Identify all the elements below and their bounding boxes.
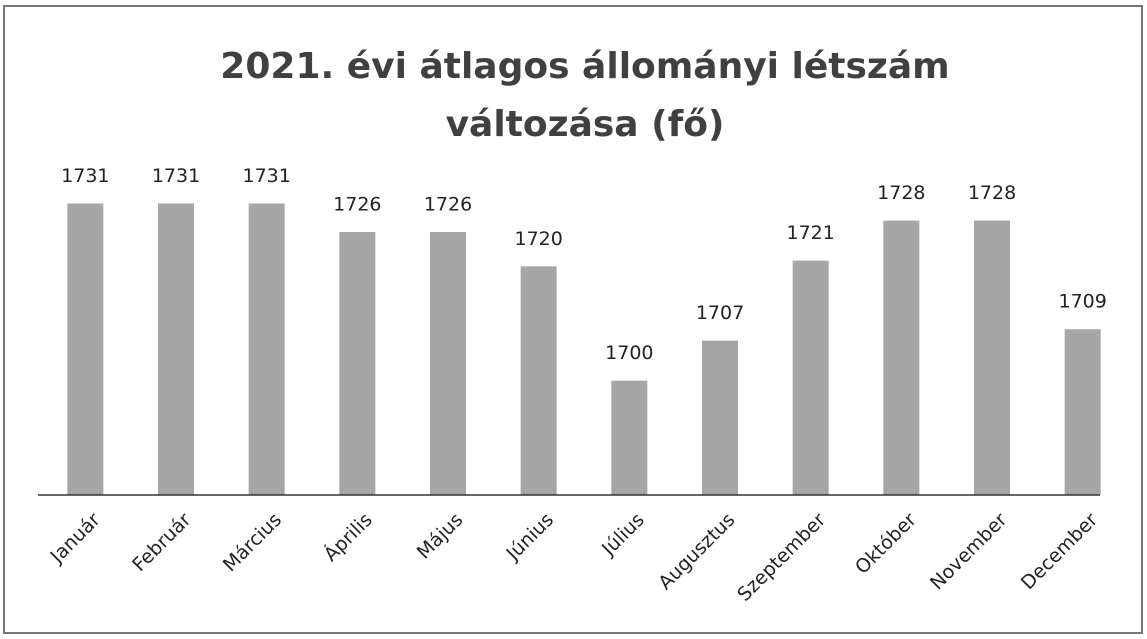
data-label: 1709 xyxy=(1058,291,1106,313)
x-tick-label: December xyxy=(1017,509,1102,594)
data-label: 1731 xyxy=(152,165,200,187)
data-label: 1720 xyxy=(514,228,562,250)
bar xyxy=(248,203,285,495)
data-label: 1731 xyxy=(242,165,290,187)
chart-title: 2021. évi átlagos állományi létszám vált… xyxy=(220,46,950,145)
x-tick-label: Február xyxy=(128,509,195,576)
data-label: 1726 xyxy=(424,194,472,216)
bar xyxy=(1064,329,1101,495)
data-label: 1726 xyxy=(333,194,381,216)
bar xyxy=(158,203,194,495)
bar xyxy=(883,220,920,495)
chart-border xyxy=(3,5,1143,634)
bar xyxy=(339,232,376,496)
x-tick-label: Január xyxy=(46,509,105,568)
x-tick-label: Október xyxy=(851,509,921,579)
data-label: 1707 xyxy=(696,302,744,324)
data-label: 1721 xyxy=(786,222,834,244)
x-tick-label: Július xyxy=(597,509,649,561)
bar xyxy=(611,380,648,495)
bar xyxy=(520,266,557,495)
x-tick-label: Március xyxy=(219,509,286,576)
x-tick-label: November xyxy=(926,509,1012,595)
data-label: 1728 xyxy=(968,182,1016,204)
data-label: 1700 xyxy=(605,342,653,364)
x-tick-label: Augusztus xyxy=(654,509,739,594)
x-tick-label: Május xyxy=(413,509,468,564)
bar xyxy=(702,340,738,495)
bar xyxy=(974,220,1010,495)
bar xyxy=(430,232,466,496)
data-label: 1731 xyxy=(61,165,109,187)
data-label: 1728 xyxy=(877,182,925,204)
x-tick-label: Szeptember xyxy=(733,509,830,606)
x-tick-label: Június xyxy=(502,509,559,566)
bar xyxy=(67,203,104,495)
bar xyxy=(792,260,829,495)
x-tick-label: Április xyxy=(319,508,377,566)
